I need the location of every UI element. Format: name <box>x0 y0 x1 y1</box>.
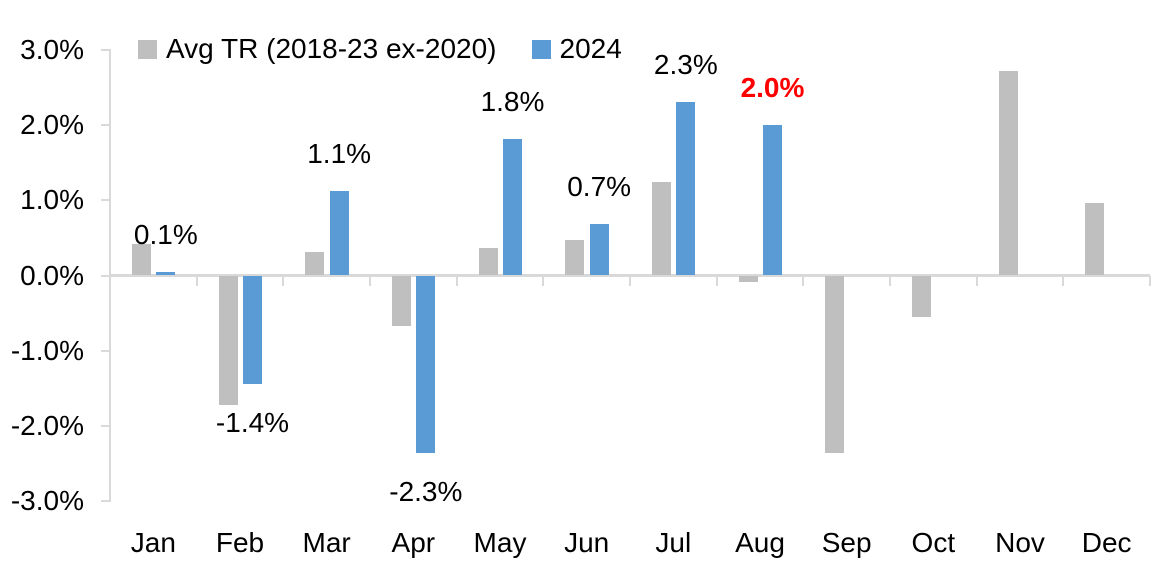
bar-2024-may <box>503 138 522 276</box>
bar-2024-jul <box>676 101 696 276</box>
x-axis-label-sep: Sep <box>821 527 872 558</box>
x-axis-tick <box>282 276 285 286</box>
bar-avg-tr-aug <box>738 275 758 282</box>
bar-2024-feb <box>243 275 262 384</box>
x-axis-tick <box>1062 276 1065 286</box>
data-label-jun: 0.7% <box>567 170 632 202</box>
x-axis-tick <box>369 276 371 286</box>
bar-2024-aug <box>763 125 782 276</box>
bar-2024-jun <box>589 223 609 276</box>
data-label-jan: 0.1% <box>133 218 198 250</box>
x-axis-zero-line <box>109 274 1150 277</box>
bar-avg-tr-oct <box>911 275 931 317</box>
x-axis-label-dec: Dec <box>1081 527 1132 558</box>
y-axis-tick-label: 1.0% <box>20 184 84 216</box>
y-axis-tick <box>101 199 110 202</box>
x-axis-label-oct: Oct <box>911 527 956 558</box>
y-axis-tick <box>101 500 110 502</box>
legend-item-avg-tr: Avg TR (2018-23 ex-2020) <box>138 35 497 63</box>
legend-swatch-2024-icon <box>531 39 551 59</box>
bar-avg-tr-jul <box>651 181 671 276</box>
x-axis-label-jan: Jan <box>130 527 176 558</box>
y-axis-tick-label: -1.0% <box>10 334 84 366</box>
bar-2024-apr <box>416 275 436 453</box>
x-axis-label-jun: Jun <box>564 527 610 558</box>
x-axis-tick <box>889 276 891 286</box>
x-axis-label-apr: Apr <box>391 527 436 558</box>
y-axis-tick <box>101 48 110 51</box>
legend-swatch-avg-tr-icon <box>138 39 157 59</box>
legend-label-2024: 2024 <box>559 33 622 64</box>
y-axis-tick <box>101 124 110 127</box>
x-axis-label-aug: Aug <box>735 527 785 558</box>
bar-avg-tr-may <box>478 247 498 276</box>
bar-2024-mar <box>329 190 349 276</box>
y-axis-tick <box>101 274 110 277</box>
data-label-apr: -2.3% <box>389 475 463 507</box>
bar-avg-tr-feb <box>218 275 238 405</box>
y-axis-tick-label: 3.0% <box>20 33 84 65</box>
y-axis-tick-label: 0.0% <box>20 259 84 291</box>
bar-avg-tr-mar <box>305 252 325 276</box>
bar-avg-tr-jun <box>565 240 585 276</box>
x-axis-tick <box>455 276 458 286</box>
x-axis-tick <box>109 276 111 286</box>
bar-2024-jan <box>156 271 176 276</box>
x-axis-tick <box>802 276 805 286</box>
data-label-jul: 2.3% <box>653 48 718 80</box>
y-axis-tick-label: -2.0% <box>10 409 84 441</box>
legend-label-avg-tr: Avg TR (2018-23 ex-2020) <box>166 33 497 64</box>
y-axis-tick <box>101 349 110 352</box>
bar-avg-tr-dec <box>1085 203 1105 276</box>
y-axis-tick <box>101 424 110 427</box>
x-axis-label-may: May <box>473 527 527 558</box>
y-axis-tick-label: 2.0% <box>20 109 84 141</box>
x-axis-label-feb: Feb <box>215 527 265 558</box>
x-axis-tick <box>195 276 198 286</box>
bar-avg-tr-jan <box>131 243 151 276</box>
x-axis-tick <box>715 276 718 286</box>
x-axis-tick <box>1149 276 1151 286</box>
data-label-feb: -1.4% <box>215 406 290 438</box>
x-axis-label-jul: Jul <box>655 527 692 558</box>
bar-avg-tr-sep <box>825 275 845 453</box>
bar-avg-tr-nov <box>998 71 1018 276</box>
data-label-may: 1.8% <box>480 85 545 117</box>
x-axis-label-mar: Mar <box>302 527 351 558</box>
chart-legend: Avg TR (2018-23 ex-2020) 2024 <box>138 35 622 63</box>
legend-item-2024: 2024 <box>531 33 622 64</box>
y-axis-tick-label: -3.0% <box>10 485 84 516</box>
x-axis-tick <box>975 276 978 286</box>
data-label-mar: 1.1% <box>307 137 372 169</box>
x-axis-tick <box>542 276 545 286</box>
x-axis-label-nov: Nov <box>995 527 1045 558</box>
bar-avg-tr-apr <box>391 275 411 326</box>
x-axis-tick <box>629 276 631 286</box>
data-label-aug: 2.0% <box>740 72 805 104</box>
